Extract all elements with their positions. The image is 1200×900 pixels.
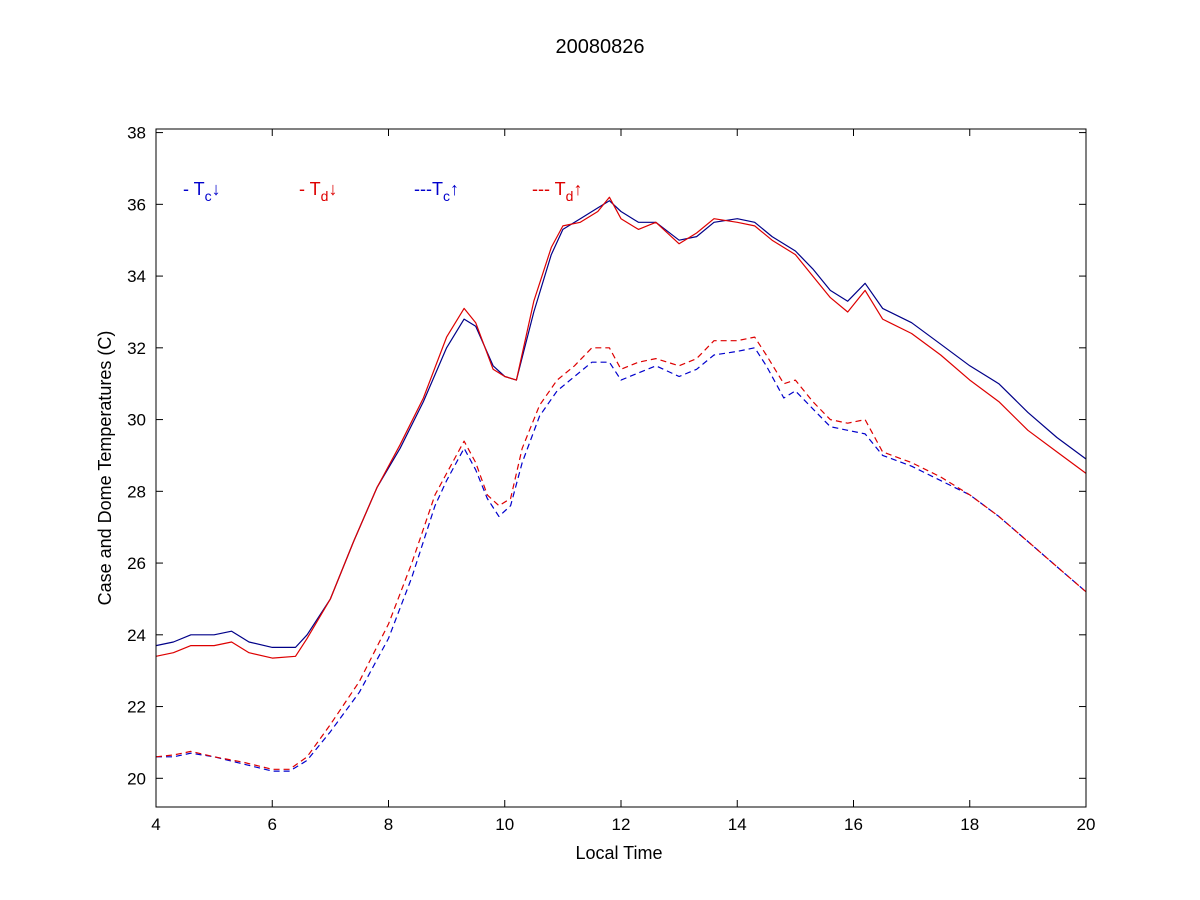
y-tick-label: 36 [127, 195, 146, 214]
y-tick-label: 20 [127, 769, 146, 788]
series-line-4 [155, 336, 1087, 770]
legend-entry-prefix: ---T [414, 179, 443, 199]
legend-entry-prefix: - T [183, 179, 205, 199]
y-tick-label: 24 [127, 626, 146, 645]
legend-entry: - Td↓ [299, 179, 337, 204]
y-axis-label: Case and Dome Temperatures (C) [95, 331, 115, 606]
legend-entry-arrow: ↓ [328, 179, 337, 199]
y-tick-label: 38 [127, 124, 146, 143]
series-line-1 [155, 200, 1087, 648]
legend-entry-arrow: ↓ [212, 179, 221, 199]
x-tick-label: 10 [495, 815, 514, 834]
x-tick-label: 6 [268, 815, 277, 834]
y-tick-label: 34 [127, 267, 146, 286]
y-tick-label: 22 [127, 698, 146, 717]
series-line-3 [156, 347, 1087, 772]
legend-entry-arrow: ↑ [450, 179, 459, 199]
chart-title: 20080826 [556, 36, 645, 58]
legend-entry-prefix: - T [299, 179, 321, 199]
legend: - Tc↓ - Td↓ ---Tc↑ --- Td↑ [183, 179, 582, 204]
y-tick-label: 30 [127, 411, 146, 430]
plot-background [156, 129, 1086, 807]
x-tick-label: 14 [728, 815, 747, 834]
x-tick-label: 18 [960, 815, 979, 834]
legend-entry: ---Tc↑ [414, 179, 459, 204]
x-tick-label: 4 [151, 815, 160, 834]
legend-entry-subscript: d [566, 188, 574, 204]
x-tick-label: 12 [612, 815, 631, 834]
series-line-2 [155, 196, 1087, 659]
x-tick-label: 8 [384, 815, 393, 834]
x-tick-label: 20 [1077, 815, 1096, 834]
legend-entry: --- Td↑ [532, 179, 582, 204]
legend-entry-subscript: d [321, 188, 329, 204]
legend-entry-prefix: --- T [532, 179, 566, 199]
y-tick-label: 26 [127, 554, 146, 573]
plot-area: - Tc↓ - Td↓ ---Tc↑ --- Td↑ 4 6 8 10 12 14 16 18 20 … [127, 124, 1095, 834]
series-layer [155, 196, 1087, 772]
legend-entry-subscript: c [443, 188, 450, 204]
legend-entry-subscript: c [205, 188, 212, 204]
y-axis: 20 22 24 26 28 30 32 34 36 38 [127, 124, 1086, 788]
x-axis-label: Local Time [575, 843, 662, 863]
legend-entry-arrow: ↑ [573, 179, 582, 199]
y-tick-label: 28 [127, 482, 146, 501]
y-tick-label: 32 [127, 339, 146, 358]
x-tick-label: 16 [844, 815, 863, 834]
legend-entry: - Tc↓ [183, 179, 221, 204]
x-axis: 4 6 8 10 12 14 16 18 20 [151, 129, 1095, 834]
